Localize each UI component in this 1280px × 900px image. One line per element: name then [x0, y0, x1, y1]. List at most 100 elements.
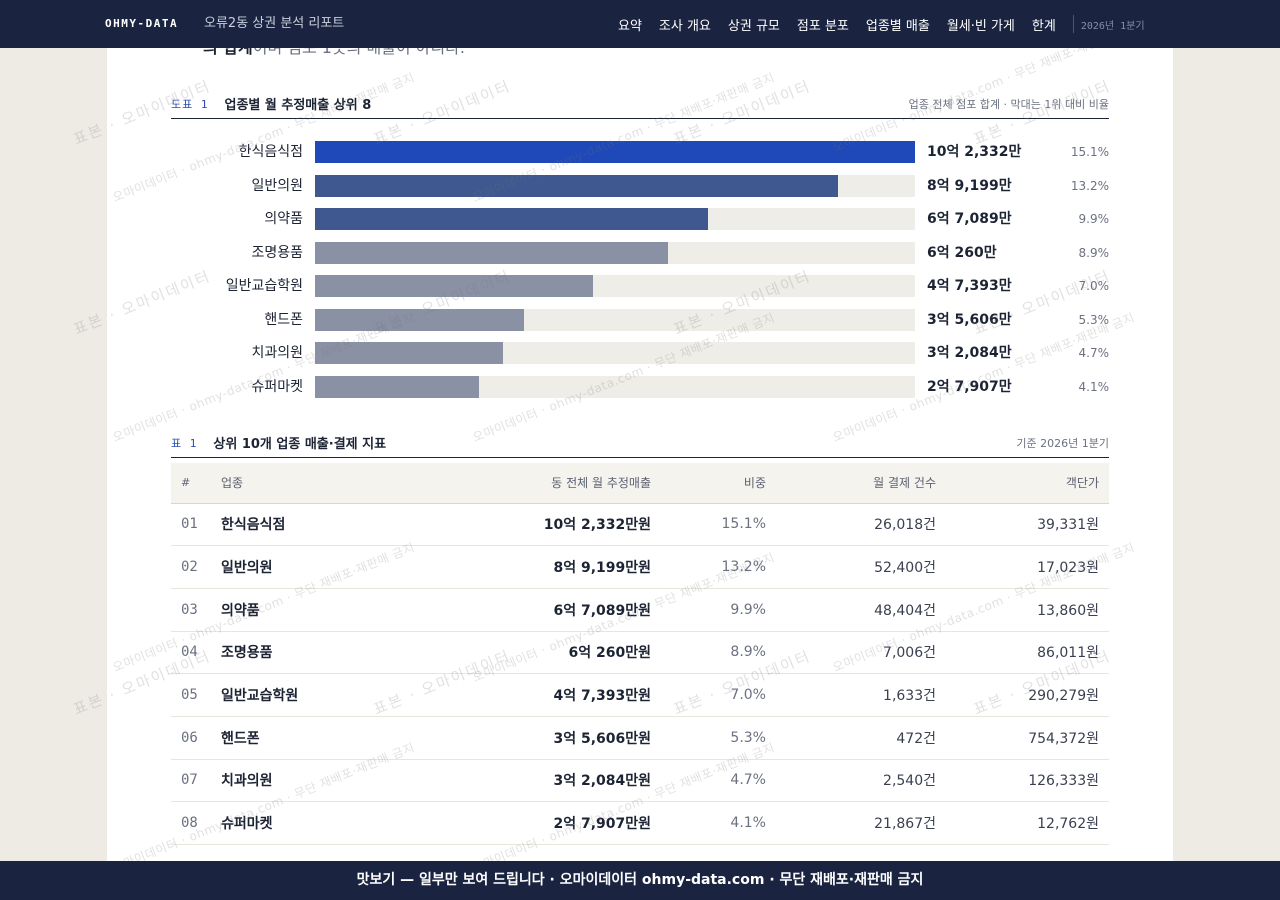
nav-link-overview[interactable]: 조사 개요 [658, 18, 711, 34]
cell-industry: 의약품 [221, 588, 361, 632]
table-row: 07 치과의원 3억 2,084만원 4.7% 2,540건 126,333원 [171, 759, 1109, 803]
table-tag: 표 1 [171, 436, 198, 450]
bar-share-label: 5.3% [1078, 312, 1110, 327]
top-nav: OHMY-DATA 오류2동 상권 분석 리포트 요약 조사 개요 상권 규모 … [0, 0, 1280, 48]
cell-transactions: 48,404건 [766, 588, 936, 632]
nav-link-scale[interactable]: 상권 규모 [727, 18, 780, 34]
bar-value-label: 8억 9,199만 [927, 177, 1012, 194]
bar-row: 슈퍼마켓 2억 7,907만 4.1% [171, 375, 1109, 410]
bar-row: 치과의원 3억 2,084만 4.7% [171, 342, 1109, 376]
bar [315, 141, 915, 163]
cell-rank: 03 [171, 588, 221, 632]
col-header-sales: 동 전체 월 추정매출 [361, 463, 651, 504]
cell-share: 9.9% [651, 588, 766, 632]
cell-rank: 05 [171, 673, 221, 717]
table-note: 기준 2026년 1분기 [1016, 436, 1109, 450]
cell-share: 5.3% [651, 716, 766, 760]
bar-value-label: 3억 2,084만 [927, 345, 1012, 361]
cell-sales: 8억 9,199만원 [361, 545, 651, 589]
cell-transactions: 1,633건 [766, 673, 936, 717]
bar-track [315, 275, 915, 297]
cell-avg-price: 17,023원 [936, 545, 1109, 589]
bar-track [315, 342, 915, 364]
cell-rank: 04 [171, 631, 221, 675]
bar [315, 241, 669, 264]
table-header-row: # 업종 동 전체 월 추정매출 비중 월 결제 건수 객단가 [171, 463, 1109, 504]
report-paper: 의 합계이며 점포 1곳의 매출이 아니다. 도표 1 업종별 월 추정매출 상… [107, 48, 1173, 861]
bar [315, 208, 709, 230]
cell-avg-price: 126,333원 [936, 759, 1109, 803]
col-header-share: 비중 [651, 463, 766, 504]
cell-sales: 4억 7,393만원 [361, 673, 651, 717]
cell-rank: 06 [171, 716, 221, 760]
nav-link-summary[interactable]: 요약 [618, 18, 642, 34]
cell-transactions: 472건 [766, 716, 936, 760]
bar-track [315, 174, 915, 197]
nav-link-distribution[interactable]: 점포 분포 [796, 18, 849, 34]
cell-sales: 3억 5,606만원 [361, 716, 651, 760]
bar [315, 375, 479, 398]
bar-value-label: 10억 2,332만 [927, 144, 1022, 160]
brand-logo[interactable]: OHMY-DATA [105, 17, 179, 30]
bar-track [315, 141, 915, 163]
preview-banner: 맛보기 — 일부만 보여 드립니다 · 오마이데이터 ohmy-data.com… [0, 861, 1280, 900]
cell-avg-price: 13,860원 [936, 588, 1109, 632]
table-row: 06 핸드폰 3억 5,606만원 5.3% 472건 754,372원 [171, 716, 1109, 760]
bar-track [315, 375, 915, 398]
figure-tag: 도표 1 [171, 97, 209, 111]
intro-rest: 이며 점포 1곳의 매출이 아니다. [253, 48, 465, 57]
nav-link-sales-by-industry[interactable]: 업종별 매출 [865, 18, 930, 34]
table-title: 상위 10개 업종 매출·결제 지표 [213, 437, 387, 452]
col-header-transactions: 월 결제 건수 [766, 463, 936, 504]
cell-industry: 한식음식점 [221, 503, 361, 547]
cell-share: 15.1% [651, 503, 766, 547]
cell-avg-price: 86,011원 [936, 631, 1109, 675]
nav-link-limits[interactable]: 한계 [1031, 18, 1056, 34]
report-title: 오류2동 상권 분석 리포트 [204, 16, 345, 31]
bar-row: 핸드폰 3억 5,606만 5.3% [171, 308, 1110, 343]
bar-row: 의약품 6억 7,089만 9.9% [171, 208, 1109, 242]
cell-transactions: 7,006건 [766, 631, 936, 675]
cell-share: 4.1% [651, 801, 766, 845]
cell-sales: 3억 2,084만원 [361, 759, 651, 803]
bar-row: 조명용품 6억 260만 8.9% [171, 241, 1110, 276]
bar-category-label: 조명용품 [251, 244, 303, 261]
intro-lead: 의 합계 [203, 48, 253, 57]
cell-rank: 01 [171, 503, 221, 547]
bar-category-label: 슈퍼마켓 [251, 378, 303, 395]
bar-chart: 한식음식점 10억 2,332만 15.1% 일반의원 8억 9,199만 13.2% 의약… [171, 141, 1109, 409]
bar-value-label: 4억 7,393만 [927, 278, 1012, 294]
cell-sales: 6억 260만원 [361, 631, 651, 675]
bar [315, 342, 504, 364]
cell-share: 8.9% [651, 631, 766, 675]
bar-category-label: 핸드폰 [264, 311, 303, 328]
cell-transactions: 21,867건 [766, 801, 936, 845]
table-row: 01 한식음식점 10억 2,332만원 15.1% 26,018건 39,331원 [171, 503, 1109, 547]
bar-value-label: 2억 7,907만 [927, 378, 1012, 395]
nav-links: 요약 조사 개요 상권 규모 점포 분포 업종별 매출 월세·빈 가게 한계 2… [618, 0, 1159, 48]
col-header-avg-price: 객단가 [936, 463, 1109, 504]
cell-avg-price: 39,331원 [936, 503, 1109, 547]
bar-share-label: 8.9% [1078, 245, 1110, 260]
table-row: 08 슈퍼마켓 2억 7,907만원 4.1% 21,867건 12,762원 [171, 801, 1109, 845]
cell-sales: 6억 7,089만원 [361, 588, 651, 632]
cell-avg-price: 290,279원 [936, 673, 1109, 717]
table-row: 02 일반의원 8억 9,199만원 13.2% 52,400건 17,023원 [171, 545, 1109, 589]
cell-avg-price: 754,372원 [936, 716, 1109, 760]
bar-share-label: 4.7% [1078, 346, 1110, 360]
bar-category-label: 치과의원 [251, 345, 303, 361]
col-header-rank: # [171, 463, 221, 504]
cell-sales: 2억 7,907만원 [361, 801, 651, 845]
cell-rank: 07 [171, 759, 221, 803]
cell-industry: 치과의원 [221, 759, 361, 803]
cell-transactions: 52,400건 [766, 545, 936, 589]
cell-sales: 10억 2,332만원 [361, 503, 651, 547]
cell-avg-price: 12,762원 [936, 801, 1109, 845]
bar-category-label: 한식음식점 [238, 144, 303, 160]
nav-link-rent-vacancy[interactable]: 월세·빈 가게 [946, 18, 1015, 34]
bar-track [315, 208, 915, 230]
cell-rank: 02 [171, 545, 221, 589]
bar-share-label: 15.1% [1070, 145, 1109, 159]
bar-share-label: 7.0% [1078, 279, 1110, 293]
table-body: 01 한식음식점 10억 2,332만원 15.1% 26,018건 39,331원 02 일… [171, 503, 1109, 845]
